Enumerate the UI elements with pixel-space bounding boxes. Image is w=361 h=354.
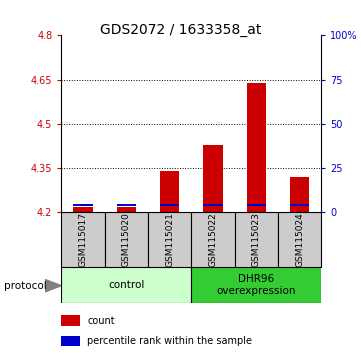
- FancyBboxPatch shape: [235, 212, 278, 267]
- Polygon shape: [45, 280, 61, 292]
- Bar: [117, 206, 136, 212]
- Text: GDS2072 / 1633358_at: GDS2072 / 1633358_at: [100, 23, 261, 37]
- Text: protocol: protocol: [4, 281, 46, 291]
- FancyBboxPatch shape: [148, 212, 191, 267]
- Text: count: count: [87, 316, 115, 326]
- Bar: [290, 177, 309, 212]
- FancyBboxPatch shape: [191, 267, 321, 303]
- Text: GSM115022: GSM115022: [209, 212, 217, 267]
- Text: GSM115024: GSM115024: [295, 212, 304, 267]
- Bar: [247, 204, 266, 206]
- FancyBboxPatch shape: [191, 212, 235, 267]
- Bar: [247, 82, 266, 212]
- FancyBboxPatch shape: [61, 267, 191, 303]
- Text: percentile rank within the sample: percentile rank within the sample: [87, 336, 252, 346]
- FancyBboxPatch shape: [105, 212, 148, 267]
- Text: GSM115017: GSM115017: [79, 212, 87, 267]
- Text: GSM115020: GSM115020: [122, 212, 131, 267]
- Bar: [160, 204, 179, 206]
- Bar: [73, 206, 93, 212]
- Bar: [117, 204, 136, 206]
- Bar: [73, 204, 93, 206]
- FancyBboxPatch shape: [61, 212, 105, 267]
- Bar: [61, 315, 79, 326]
- Bar: [203, 204, 223, 206]
- Text: DHR96
overexpression: DHR96 overexpression: [217, 274, 296, 296]
- Bar: [290, 204, 309, 206]
- Bar: [61, 336, 79, 346]
- Bar: [203, 144, 223, 212]
- FancyBboxPatch shape: [278, 212, 321, 267]
- Text: GSM115021: GSM115021: [165, 212, 174, 267]
- Text: GSM115023: GSM115023: [252, 212, 261, 267]
- Bar: [160, 171, 179, 212]
- Text: control: control: [108, 280, 144, 290]
